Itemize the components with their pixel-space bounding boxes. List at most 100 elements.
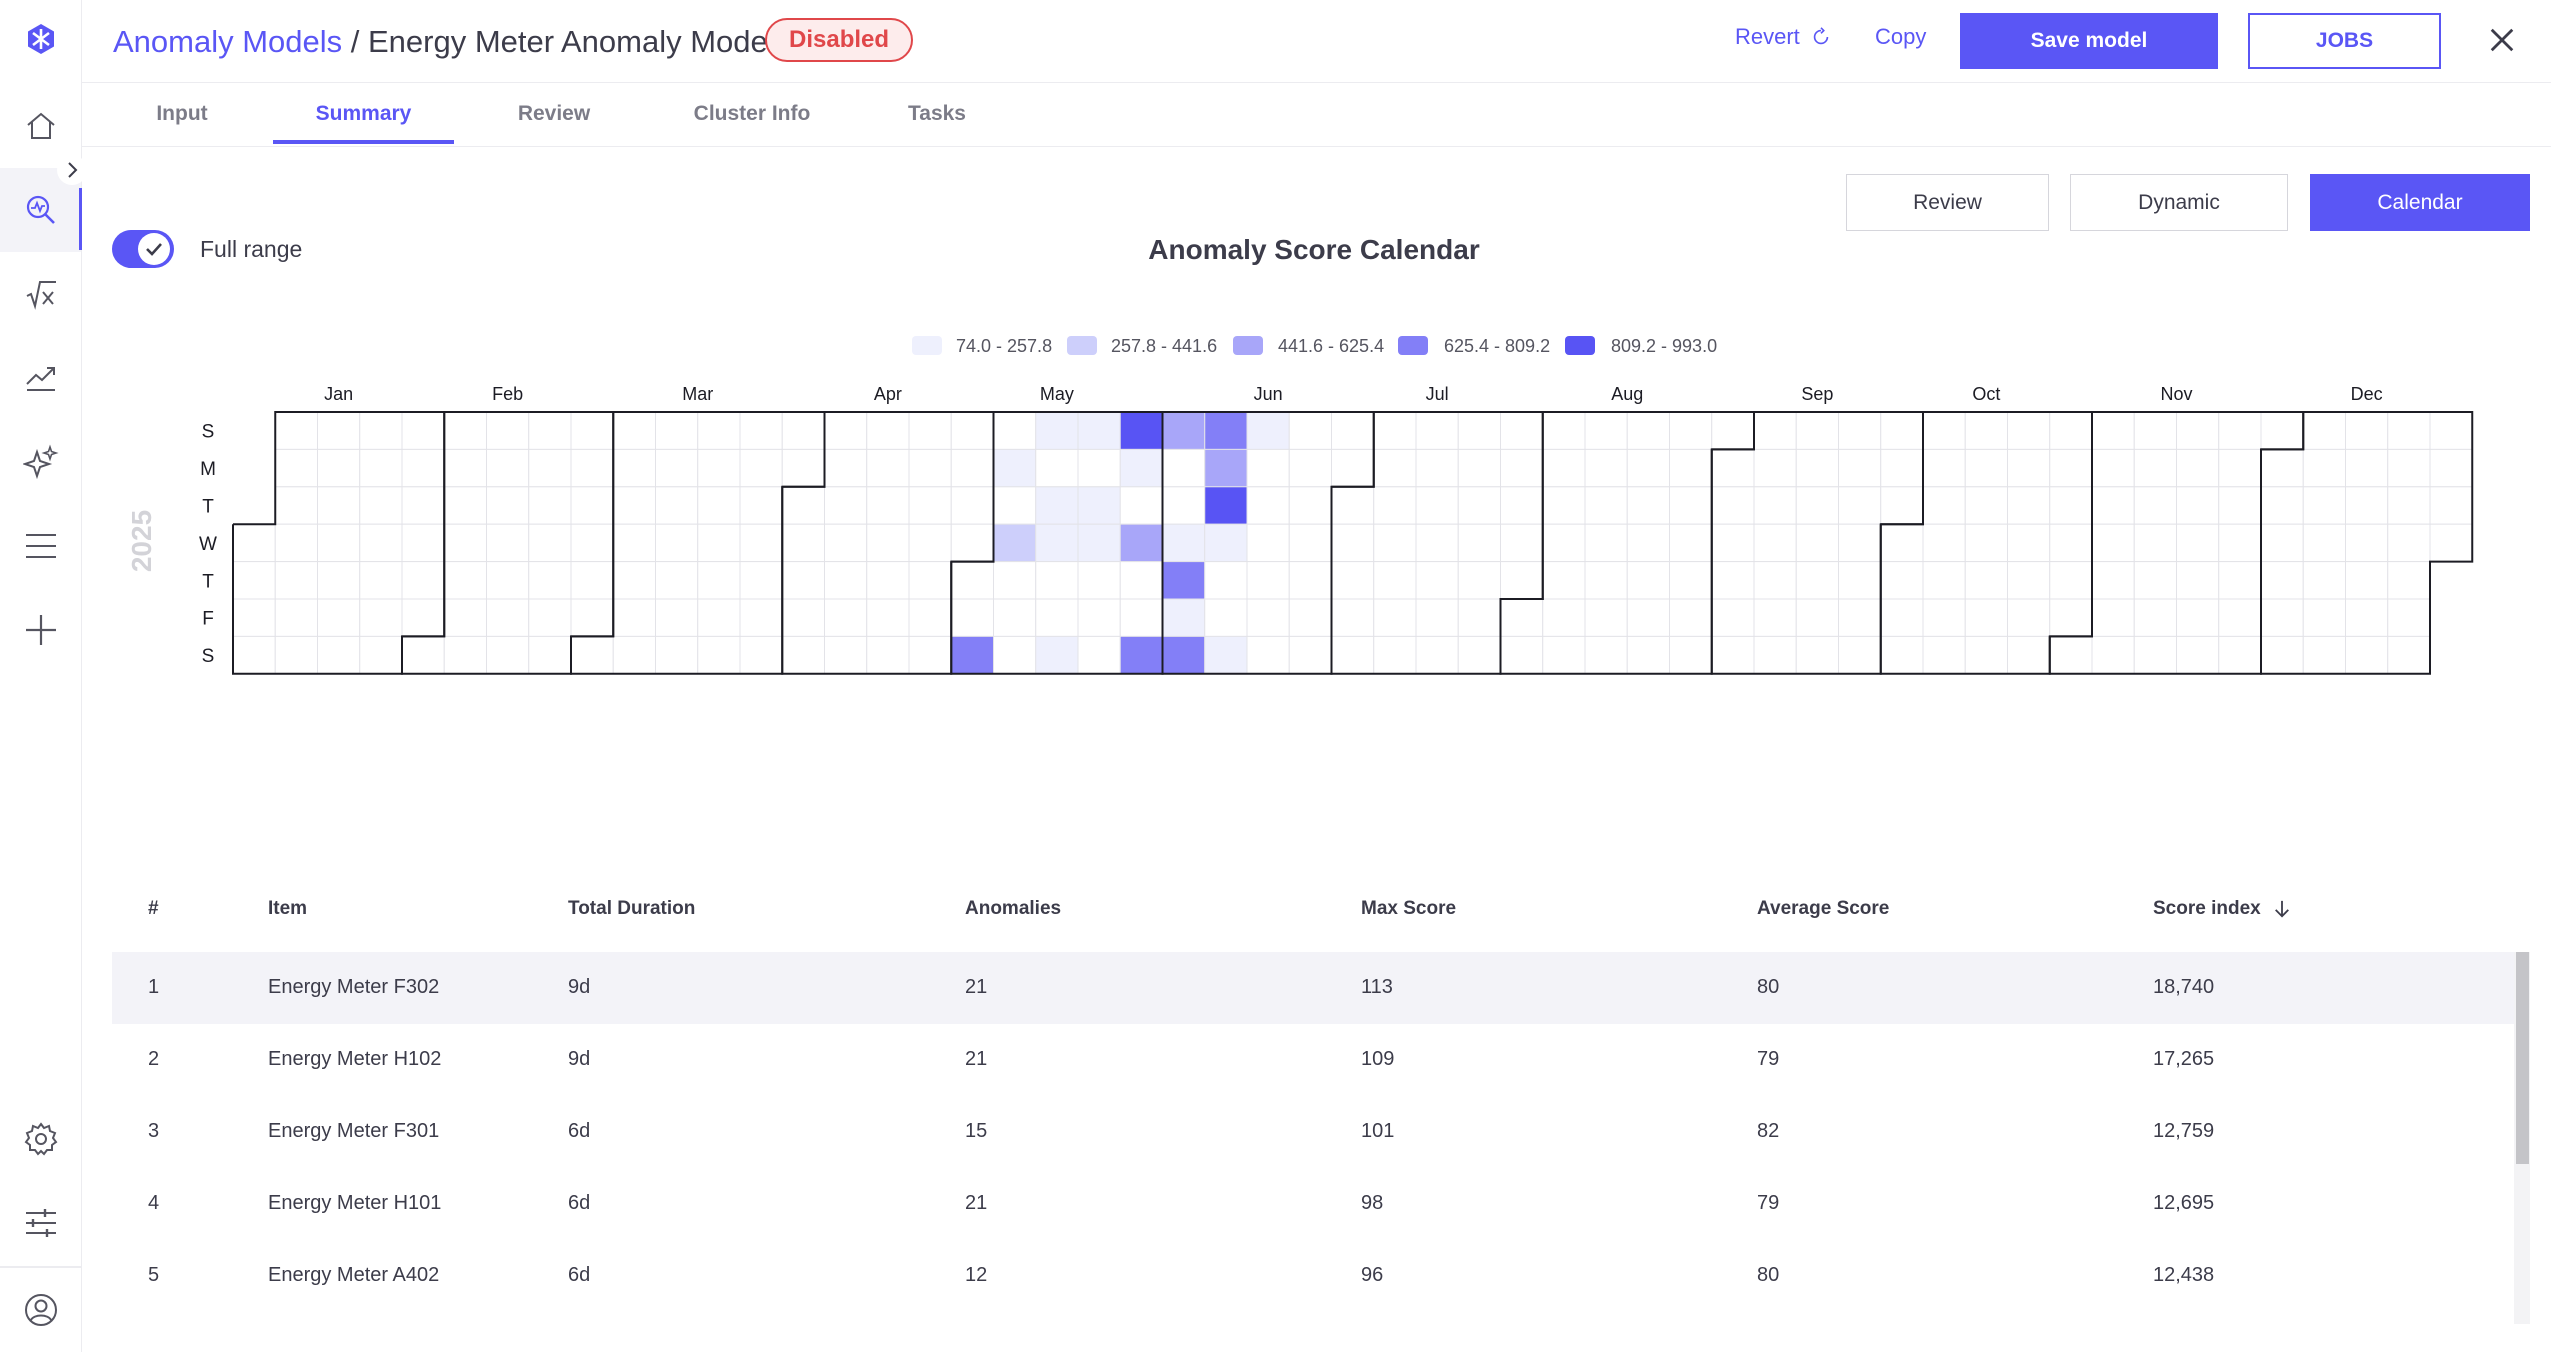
heatmap-cell[interactable]: [2302, 523, 2346, 563]
heatmap-cell[interactable]: [401, 523, 445, 563]
heatmap-cell[interactable]: [1119, 486, 1163, 525]
heatmap-cell[interactable]: [908, 486, 952, 525]
heatmap-cell[interactable]: [1288, 448, 1332, 488]
heatmap-cell[interactable]: [486, 411, 530, 450]
heatmap-cell[interactable]: [2049, 598, 2093, 637]
heatmap-cell[interactable]: [2387, 635, 2431, 675]
heatmap-cell[interactable]: [1711, 523, 1755, 563]
heatmap-cell[interactable]: [2218, 635, 2262, 675]
heatmap-cell[interactable]: [1922, 486, 1966, 525]
heatmap-cell[interactable]: [1331, 523, 1375, 563]
heatmap-cell[interactable]: [486, 635, 530, 675]
heatmap-cell[interactable]: [274, 635, 318, 675]
heatmap-cell[interactable]: [1711, 635, 1755, 675]
heatmap-cell[interactable]: [1331, 561, 1375, 600]
heatmap-cell[interactable]: [655, 448, 699, 488]
heatmap-cell[interactable]: [317, 523, 361, 563]
heatmap-cell[interactable]: [781, 598, 825, 637]
heatmap-cell-filled[interactable]: [1035, 486, 1079, 525]
full-range-toggle[interactable]: [112, 230, 174, 268]
heatmap-cell-filled[interactable]: [1204, 523, 1248, 563]
heatmap-cell[interactable]: [1415, 635, 1459, 675]
heatmap-cell-filled[interactable]: [1119, 523, 1163, 563]
view-calendar-button[interactable]: Calendar: [2310, 174, 2530, 231]
heatmap-cell[interactable]: [2302, 486, 2346, 525]
heatmap-cell[interactable]: [1542, 598, 1586, 637]
heatmap-cell[interactable]: [1288, 635, 1332, 675]
heatmap-cell[interactable]: [1162, 448, 1206, 488]
heatmap-cell[interactable]: [1880, 448, 1924, 488]
heatmap-cell[interactable]: [401, 448, 445, 488]
heatmap-cell[interactable]: [866, 486, 910, 525]
heatmap-cell[interactable]: [2007, 561, 2051, 600]
heatmap-cell[interactable]: [2345, 598, 2389, 637]
heatmap-cell[interactable]: [1288, 486, 1332, 525]
heatmap-cell[interactable]: [528, 411, 572, 450]
heatmap-cell[interactable]: [1246, 635, 1290, 675]
heatmap-cell[interactable]: [2387, 448, 2431, 488]
heatmap-cell[interactable]: [486, 561, 530, 600]
heatmap-cell[interactable]: [781, 448, 825, 488]
scrollbar-thumb[interactable]: [2516, 952, 2529, 1164]
heatmap-cell[interactable]: [528, 561, 572, 600]
heatmap-cell[interactable]: [2429, 448, 2473, 488]
heatmap-cell[interactable]: [866, 523, 910, 563]
heatmap-cell-filled[interactable]: [1162, 523, 1206, 563]
heatmap-cell[interactable]: [1711, 448, 1755, 488]
column-header-total-duration[interactable]: Total Duration: [568, 898, 696, 919]
heatmap-cell-filled[interactable]: [1035, 411, 1079, 450]
heatmap-cell[interactable]: [2091, 598, 2135, 637]
heatmap-cell[interactable]: [443, 523, 487, 563]
home-icon[interactable]: [0, 95, 81, 157]
heatmap-cell[interactable]: [359, 561, 403, 600]
heatmap-cell[interactable]: [1542, 486, 1586, 525]
heatmap-cell[interactable]: [1795, 561, 1839, 600]
heatmap-cell[interactable]: [1500, 486, 1544, 525]
heatmap-cell[interactable]: [824, 635, 868, 675]
heatmap-cell[interactable]: [2007, 448, 2051, 488]
heatmap-cell[interactable]: [2091, 411, 2135, 450]
heatmap-cell[interactable]: [359, 523, 403, 563]
heatmap-cell[interactable]: [2387, 561, 2431, 600]
heatmap-cell[interactable]: [866, 561, 910, 600]
heatmap-cell[interactable]: [1415, 561, 1459, 600]
heatmap-cell[interactable]: [908, 561, 952, 600]
heatmap-cell[interactable]: [1415, 598, 1459, 637]
heatmap-cell[interactable]: [1795, 411, 1839, 450]
heatmap-cell[interactable]: [2049, 523, 2093, 563]
table-row[interactable]: 3 Energy Meter F301 6d 15 101 82 12,759: [112, 1096, 2516, 1168]
heatmap-cell[interactable]: [1373, 486, 1417, 525]
heatmap-cell[interactable]: [1457, 411, 1501, 450]
heatmap-cell[interactable]: [1288, 561, 1332, 600]
heatmap-cell[interactable]: [2260, 411, 2304, 450]
column-header-max-score[interactable]: Max Score: [1361, 898, 1457, 919]
heatmap-cell[interactable]: [443, 411, 487, 450]
heatmap-cell[interactable]: [1711, 598, 1755, 637]
heatmap-cell[interactable]: [317, 561, 361, 600]
heatmap-cell[interactable]: [1626, 486, 1670, 525]
heatmap-cell[interactable]: [2260, 523, 2304, 563]
heatmap-cell[interactable]: [993, 411, 1037, 450]
heatmap-cell[interactable]: [2345, 635, 2389, 675]
heatmap-cell-filled[interactable]: [1119, 635, 1163, 675]
tab-tasks[interactable]: Tasks: [908, 102, 966, 125]
heatmap-cell[interactable]: [528, 486, 572, 525]
heatmap-cell[interactable]: [1669, 598, 1713, 637]
heatmap-cell[interactable]: [317, 635, 361, 675]
heatmap-cell[interactable]: [1964, 523, 2008, 563]
heatmap-cell[interactable]: [1753, 411, 1797, 450]
heatmap-cell[interactable]: [2049, 561, 2093, 600]
revert-button[interactable]: Revert: [1735, 24, 1832, 50]
heatmap-cell[interactable]: [274, 486, 318, 525]
heatmap-cell[interactable]: [274, 448, 318, 488]
heatmap-cell[interactable]: [2133, 635, 2177, 675]
heatmap-cell[interactable]: [1753, 448, 1797, 488]
heatmap-cell[interactable]: [2007, 411, 2051, 450]
heatmap-cell[interactable]: [1373, 598, 1417, 637]
heatmap-cell[interactable]: [2091, 448, 2135, 488]
heatmap-cell[interactable]: [2218, 523, 2262, 563]
heatmap-cell[interactable]: [570, 561, 614, 600]
heatmap-cell[interactable]: [1964, 411, 2008, 450]
heatmap-cell[interactable]: [1669, 635, 1713, 675]
heatmap-cell[interactable]: [401, 411, 445, 450]
